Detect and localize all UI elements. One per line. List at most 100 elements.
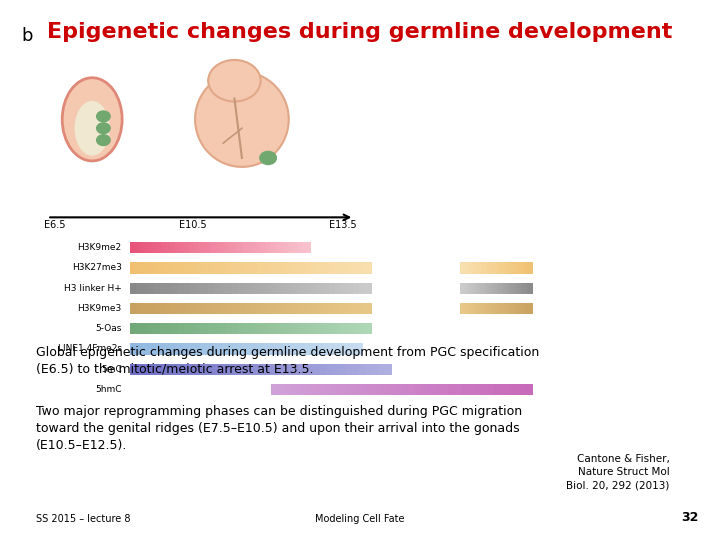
Bar [130, 242, 134, 253]
Bar [529, 282, 531, 294]
Bar [233, 303, 238, 314]
Bar [480, 282, 482, 294]
Bar [226, 282, 233, 294]
Text: Two major reprogramming phases can be distinguished during PGC migration
toward : Two major reprogramming phases can be di… [36, 405, 522, 452]
Bar [511, 282, 513, 294]
Bar [323, 282, 329, 294]
Bar [241, 363, 248, 375]
Bar [148, 242, 153, 253]
Bar [382, 384, 389, 395]
Bar [266, 242, 270, 253]
Bar [376, 384, 382, 395]
Bar [299, 303, 305, 314]
Bar [513, 303, 515, 314]
Bar [529, 303, 531, 314]
Bar [130, 282, 135, 294]
Bar [323, 384, 330, 395]
Bar [256, 303, 263, 314]
Bar [508, 282, 509, 294]
Bar [317, 282, 323, 294]
Bar [511, 262, 513, 274]
Bar [527, 303, 529, 314]
Bar [202, 303, 208, 314]
Text: LINE1 4Fme2s: LINE1 4Fme2s [58, 345, 122, 354]
Bar [197, 242, 202, 253]
Bar [402, 384, 408, 395]
Bar [300, 363, 307, 375]
Bar [305, 343, 311, 355]
Bar [347, 282, 354, 294]
Bar [454, 384, 461, 395]
Bar [495, 303, 497, 314]
Bar [251, 323, 256, 334]
Bar [508, 303, 509, 314]
Bar [287, 343, 293, 355]
Bar [531, 303, 533, 314]
Bar [235, 343, 240, 355]
Bar [166, 282, 172, 294]
Bar [267, 363, 274, 375]
Bar [142, 323, 148, 334]
Bar [474, 384, 480, 395]
Circle shape [96, 123, 110, 133]
Bar [269, 262, 275, 274]
Bar [130, 343, 135, 355]
Bar [293, 282, 299, 294]
Bar [172, 262, 178, 274]
Text: 5hmC: 5hmC [95, 385, 122, 394]
Bar [509, 282, 511, 294]
Bar [343, 384, 349, 395]
Bar [415, 384, 421, 395]
Bar [467, 303, 469, 314]
Bar [473, 262, 474, 274]
Bar [329, 323, 336, 334]
Bar [220, 323, 226, 334]
Bar [270, 343, 276, 355]
Bar [208, 323, 215, 334]
Bar [366, 303, 372, 314]
Bar [310, 384, 317, 395]
Bar [135, 323, 142, 334]
Bar [362, 384, 369, 395]
Bar [487, 282, 490, 294]
Bar [485, 262, 487, 274]
Bar [179, 242, 184, 253]
Bar [359, 282, 366, 294]
Bar [199, 343, 206, 355]
Bar [464, 262, 466, 274]
Bar [229, 343, 235, 355]
Bar [134, 242, 139, 253]
Bar [513, 384, 520, 395]
Bar [287, 323, 293, 334]
Bar [193, 242, 197, 253]
Bar [252, 242, 256, 253]
Bar [135, 282, 142, 294]
Text: 5-Oas: 5-Oas [95, 324, 122, 333]
Bar [275, 323, 281, 334]
Bar [500, 384, 507, 395]
Bar [385, 363, 392, 375]
Bar [466, 303, 467, 314]
Text: b: b [22, 27, 33, 45]
Bar [215, 363, 221, 375]
Bar [304, 384, 310, 395]
Bar [529, 262, 531, 274]
Bar [293, 303, 299, 314]
Bar [230, 242, 234, 253]
Bar [307, 363, 313, 375]
Bar [372, 363, 379, 375]
Bar [172, 303, 178, 314]
Bar [263, 323, 269, 334]
Bar [299, 323, 305, 334]
Bar [287, 282, 293, 294]
Bar [220, 242, 225, 253]
Bar [462, 282, 464, 294]
Bar [169, 363, 176, 375]
Bar [484, 303, 485, 314]
Bar [172, 323, 178, 334]
Bar [135, 303, 142, 314]
Bar [238, 262, 245, 274]
Bar [498, 303, 500, 314]
Bar [478, 303, 480, 314]
Bar [477, 262, 478, 274]
